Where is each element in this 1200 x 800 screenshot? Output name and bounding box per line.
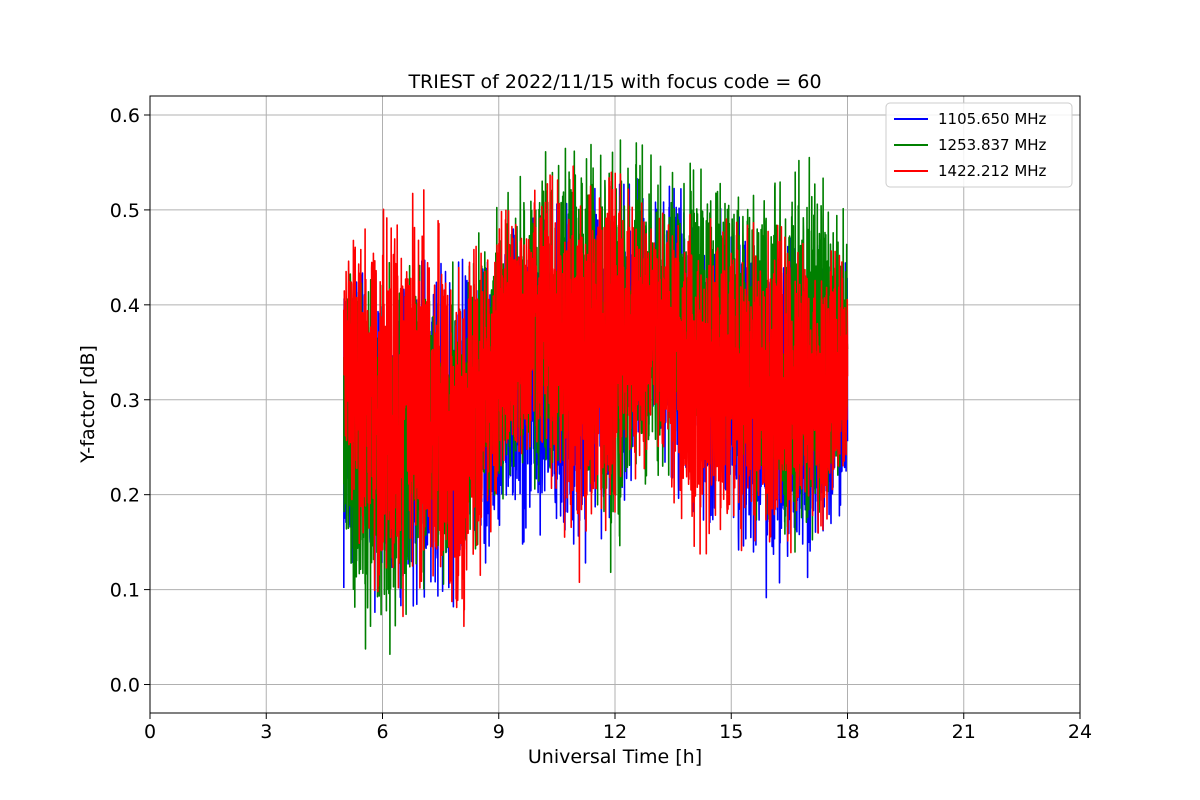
x-tick-label-4: 12 [603, 721, 627, 743]
legend-label-1105: 1105.650 MHz [938, 110, 1047, 128]
y-tick-label-6: 0.6 [110, 105, 140, 127]
x-tick-label-1: 3 [260, 721, 272, 743]
chart-title: TRIEST of 2022/11/15 with focus code = 6… [407, 71, 821, 93]
legend-label-1253: 1253.837 MHz [938, 136, 1047, 154]
y-tick-label-4: 0.4 [110, 295, 140, 317]
y-tick-label-2: 0.2 [110, 485, 140, 507]
plot-series-group [343, 139, 849, 655]
x-axis-label: Universal Time [h] [528, 746, 702, 768]
legend: 1105.650 MHz 1253.837 MHz 1422.212 MHz [885, 102, 1073, 188]
legend-label-1422: 1422.212 MHz [938, 162, 1047, 180]
x-tick-label-6: 18 [835, 721, 859, 743]
y-tick-label-0: 0.0 [110, 675, 140, 697]
x-tick-label-3: 9 [493, 721, 505, 743]
y-axis-ticks: 0.0 0.1 0.2 0.3 0.4 0.5 0.6 [110, 105, 150, 697]
y-tick-label-3: 0.3 [110, 390, 140, 412]
legend-box [885, 102, 1073, 188]
y-tick-label-5: 0.5 [110, 200, 140, 222]
x-tick-label-8: 24 [1068, 721, 1092, 743]
y-tick-label-1: 0.1 [110, 580, 140, 602]
x-axis-ticks: 0 3 6 9 12 15 18 21 24 [144, 713, 1092, 743]
x-tick-label-5: 15 [719, 721, 743, 743]
x-tick-label-0: 0 [144, 721, 156, 743]
series-line-3 [343, 165, 849, 628]
x-tick-label-2: 6 [376, 721, 388, 743]
x-tick-label-7: 21 [952, 721, 976, 743]
y-axis-label: Y-factor [dB] [77, 345, 99, 464]
